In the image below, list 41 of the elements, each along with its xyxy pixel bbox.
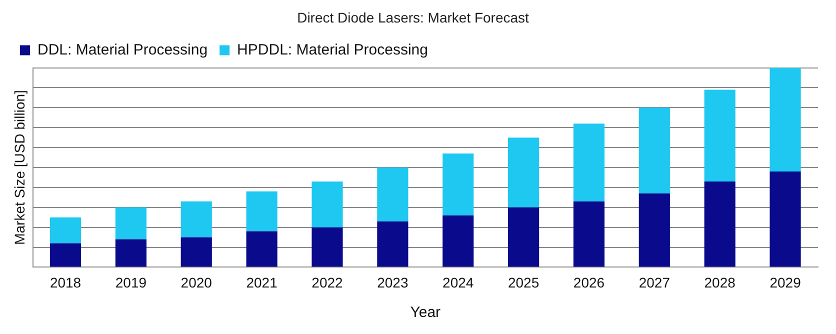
bar xyxy=(246,191,278,232)
bar xyxy=(573,201,605,267)
bar xyxy=(573,124,605,202)
bar xyxy=(704,90,736,182)
y-axis-title: Market Size [USD billion] xyxy=(11,90,28,245)
x-tick-label: 2025 xyxy=(508,274,540,290)
x-tick-label: 2019 xyxy=(115,274,147,290)
bar xyxy=(442,215,474,267)
bar xyxy=(180,201,212,238)
bar xyxy=(508,138,540,208)
chart-title: Direct Diode Lasers: Market Forecast xyxy=(297,9,530,26)
x-tick-label: 2028 xyxy=(704,274,736,290)
x-tick-label: 2029 xyxy=(770,274,802,290)
bar xyxy=(638,108,670,194)
bar xyxy=(50,243,82,267)
x-tick-label: 2024 xyxy=(442,274,474,290)
bar xyxy=(508,207,540,267)
bar xyxy=(770,171,801,267)
bar xyxy=(115,239,146,267)
bar xyxy=(312,181,343,228)
bar xyxy=(180,237,212,267)
x-tick-label: 2018 xyxy=(50,274,82,290)
x-tick-label: 2020 xyxy=(180,274,212,290)
bar xyxy=(312,227,343,267)
x-tick-label: 2021 xyxy=(246,274,278,290)
x-tick-label: 2022 xyxy=(312,274,344,290)
legend-label: HPDDL: Material Processing xyxy=(237,41,428,58)
bar xyxy=(770,68,801,172)
x-tick-label: 2023 xyxy=(377,274,408,290)
bar xyxy=(377,168,408,222)
x-tick-label: 2027 xyxy=(638,274,670,290)
bar xyxy=(115,207,146,240)
bar xyxy=(704,181,736,267)
bar xyxy=(442,154,474,216)
x-axis-title: Year xyxy=(410,304,441,322)
bar xyxy=(377,221,408,267)
bar xyxy=(638,193,670,267)
x-tick-label: 2026 xyxy=(573,274,605,290)
legend-label: DDL: Material Processing xyxy=(38,41,208,58)
bar xyxy=(246,231,278,267)
bar xyxy=(50,217,82,244)
